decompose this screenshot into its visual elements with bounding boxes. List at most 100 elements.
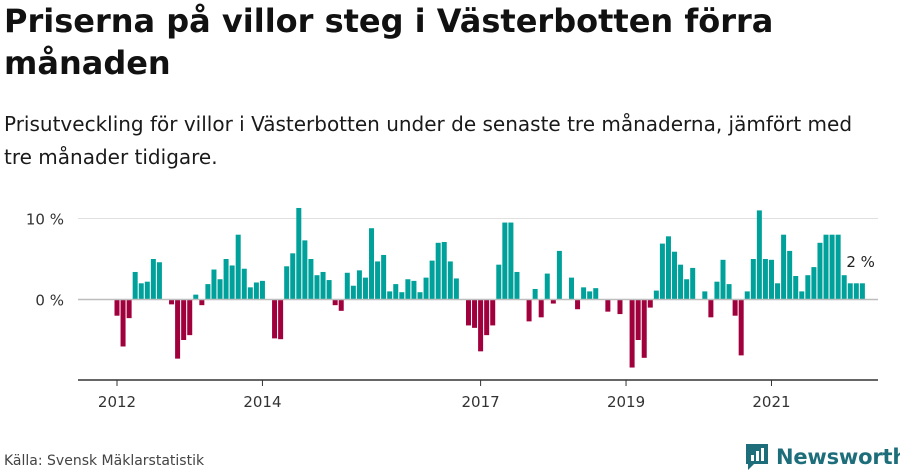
positive-bar (296, 207, 302, 300)
positive-bar (556, 250, 562, 300)
positive-bar (217, 279, 223, 300)
positive-bar (350, 285, 356, 300)
brand-name: Newsworthy (776, 445, 900, 469)
positive-bar (720, 259, 726, 300)
positive-bar (150, 259, 156, 300)
last-value-label: 2 % (846, 253, 875, 271)
positive-bar (672, 251, 678, 300)
positive-bar (569, 277, 574, 300)
x-tick-label: 2014 (243, 393, 281, 411)
negative-bar (738, 299, 744, 356)
positive-bar (793, 276, 799, 300)
positive-bar (423, 277, 429, 300)
positive-bar (344, 272, 350, 300)
bar-chart: 0 % 10 % 2012 2014 2017 2019 2021 2 % (26, 207, 878, 411)
negative-bar (617, 299, 623, 315)
negative-bar (338, 299, 344, 311)
y-tick-label: 10 % (26, 211, 64, 229)
positive-bar (781, 234, 787, 300)
positive-bar (435, 242, 441, 300)
negative-bar (647, 299, 653, 308)
positive-bar (235, 234, 241, 300)
positive-bar (314, 275, 320, 300)
positive-bar (320, 271, 326, 300)
positive-bar (726, 284, 732, 300)
positive-bar (417, 292, 423, 300)
positive-bar (247, 287, 253, 300)
positive-bar (756, 210, 762, 300)
newsworthy-logo[interactable]: Newsworthy (744, 441, 900, 473)
negative-bar (472, 299, 478, 328)
positive-bar (532, 288, 538, 300)
newsworthy-icon (746, 444, 768, 470)
positive-bar (823, 234, 829, 300)
negative-bar (278, 299, 284, 340)
positive-bar (144, 281, 150, 300)
positive-bar (356, 270, 362, 300)
positive-bar (290, 253, 296, 300)
positive-bar (811, 267, 817, 300)
negative-bar (478, 299, 484, 352)
positive-bar (859, 283, 865, 300)
positive-bar (205, 284, 211, 300)
x-tick-label: 2012 (98, 393, 136, 411)
x-tick-label: 2017 (462, 393, 500, 411)
positive-bar (829, 234, 835, 300)
positive-bar (853, 283, 859, 300)
positive-bar (156, 262, 162, 300)
negative-bar (332, 299, 338, 306)
y-tick-label: 0 % (35, 292, 64, 310)
negative-bar (575, 299, 581, 310)
positive-bar (411, 280, 417, 300)
negative-bar (120, 299, 126, 347)
positive-bar (429, 260, 435, 300)
positive-bar (665, 236, 671, 300)
negative-bar (629, 299, 635, 368)
positive-bar (714, 281, 720, 300)
negative-bar (732, 299, 738, 316)
positive-bar (659, 243, 665, 300)
positive-bar (496, 264, 502, 300)
negative-bar (465, 299, 471, 326)
positive-bar (847, 283, 853, 300)
negative-bar (199, 299, 205, 306)
positive-bar (835, 234, 841, 300)
positive-bar (447, 261, 453, 300)
positive-bar (229, 265, 235, 300)
negative-bar (187, 299, 193, 336)
positive-bar (308, 259, 314, 300)
positive-bar (138, 283, 144, 300)
positive-bar (502, 222, 508, 300)
negative-bar (635, 299, 641, 340)
positive-bar (441, 241, 447, 300)
source-note: Källa: Svensk Mäklarstatistik (4, 453, 205, 469)
positive-bar (405, 279, 411, 300)
positive-bar (775, 283, 781, 300)
negative-bar (490, 299, 496, 326)
negative-bar (708, 299, 714, 318)
negative-bar (114, 299, 120, 316)
negative-bar (641, 299, 647, 358)
positive-bar (375, 261, 381, 300)
positive-bar (787, 250, 793, 300)
x-tick-label: 2019 (607, 393, 645, 411)
positive-bar (684, 279, 690, 300)
positive-bar (132, 271, 138, 300)
positive-bar (690, 267, 696, 300)
positive-bar (508, 222, 514, 300)
positive-bar (581, 287, 587, 300)
positive-bar (678, 264, 684, 300)
positive-bar (284, 266, 290, 300)
positive-bar (369, 228, 375, 300)
positive-bar (587, 291, 593, 300)
negative-bar (526, 299, 532, 322)
negative-bar (181, 299, 187, 340)
negative-bar (272, 299, 278, 339)
positive-bar (750, 259, 756, 300)
positive-bar (193, 294, 199, 300)
positive-bar (241, 268, 247, 300)
positive-bar (399, 292, 405, 300)
negative-bar (605, 299, 611, 312)
negative-bar (126, 299, 132, 319)
positive-bar (326, 280, 332, 300)
